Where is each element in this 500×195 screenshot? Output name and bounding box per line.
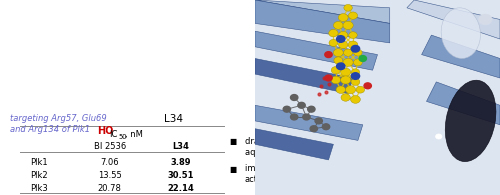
Circle shape (436, 134, 442, 139)
Circle shape (329, 39, 338, 46)
Text: 50: 50 (118, 134, 127, 140)
Text: aqueous solubility: aqueous solubility (245, 148, 322, 157)
Text: targeting Arg57, Glu69: targeting Arg57, Glu69 (10, 114, 107, 123)
Text: 13.55: 13.55 (98, 171, 122, 180)
Polygon shape (255, 58, 353, 94)
Circle shape (344, 4, 352, 11)
Circle shape (348, 12, 358, 19)
Circle shape (334, 49, 344, 57)
Circle shape (338, 14, 348, 21)
Text: ■: ■ (230, 165, 237, 174)
Text: BI 2536: BI 2536 (94, 142, 126, 151)
Polygon shape (255, 105, 363, 140)
Circle shape (331, 76, 340, 84)
Circle shape (356, 86, 364, 93)
Circle shape (364, 83, 372, 89)
Polygon shape (255, 0, 390, 43)
Circle shape (349, 32, 357, 38)
Ellipse shape (446, 80, 496, 161)
Text: 20.78: 20.78 (98, 184, 122, 193)
Circle shape (290, 114, 298, 120)
Polygon shape (407, 0, 500, 39)
Text: HO: HO (97, 126, 114, 136)
Circle shape (336, 63, 345, 70)
Circle shape (352, 73, 360, 79)
Circle shape (338, 41, 348, 49)
Circle shape (478, 14, 492, 25)
Circle shape (298, 102, 305, 108)
Circle shape (328, 29, 338, 37)
Text: Plk3: Plk3 (30, 184, 48, 193)
Circle shape (336, 86, 345, 93)
Circle shape (334, 21, 343, 29)
Text: L34: L34 (164, 114, 183, 124)
Circle shape (354, 59, 362, 66)
Circle shape (283, 106, 290, 112)
Circle shape (322, 124, 330, 130)
Circle shape (310, 126, 318, 132)
Circle shape (290, 95, 298, 100)
Text: dramatically improved: dramatically improved (245, 136, 340, 145)
Text: ■: ■ (230, 137, 237, 146)
Circle shape (331, 66, 340, 74)
Text: , nM: , nM (125, 130, 143, 139)
Text: and Arg134 of Plk1: and Arg134 of Plk1 (10, 125, 90, 134)
Text: L34: L34 (172, 142, 190, 151)
Text: 7.06: 7.06 (100, 158, 119, 167)
Circle shape (336, 36, 345, 42)
Circle shape (303, 114, 310, 120)
Polygon shape (426, 82, 500, 125)
Circle shape (352, 69, 360, 75)
Circle shape (350, 96, 360, 103)
Circle shape (354, 49, 362, 56)
Circle shape (352, 45, 360, 52)
Text: Plk2: Plk2 (30, 171, 48, 180)
Polygon shape (255, 31, 378, 70)
Circle shape (343, 21, 353, 29)
Circle shape (308, 106, 315, 112)
Circle shape (359, 56, 366, 61)
Circle shape (338, 31, 348, 39)
Circle shape (341, 94, 350, 101)
Circle shape (315, 118, 322, 124)
Circle shape (346, 86, 356, 94)
Text: activities: activities (245, 176, 283, 184)
Text: Plk1: Plk1 (30, 158, 48, 167)
Text: 22.14: 22.14 (168, 184, 194, 193)
Circle shape (340, 76, 350, 84)
Circle shape (351, 78, 360, 85)
Circle shape (325, 52, 332, 58)
Text: 30.51: 30.51 (168, 171, 194, 180)
Text: 3.89: 3.89 (171, 158, 192, 167)
Circle shape (344, 49, 352, 56)
Circle shape (348, 41, 358, 49)
Circle shape (343, 58, 353, 66)
Polygon shape (255, 129, 334, 160)
Text: IC: IC (109, 130, 118, 139)
Circle shape (334, 57, 342, 64)
Circle shape (340, 68, 350, 76)
Text: improved antiproliferative: improved antiproliferative (245, 164, 355, 173)
Polygon shape (422, 35, 500, 78)
Ellipse shape (441, 8, 480, 58)
Polygon shape (255, 0, 390, 23)
Circle shape (325, 75, 332, 81)
